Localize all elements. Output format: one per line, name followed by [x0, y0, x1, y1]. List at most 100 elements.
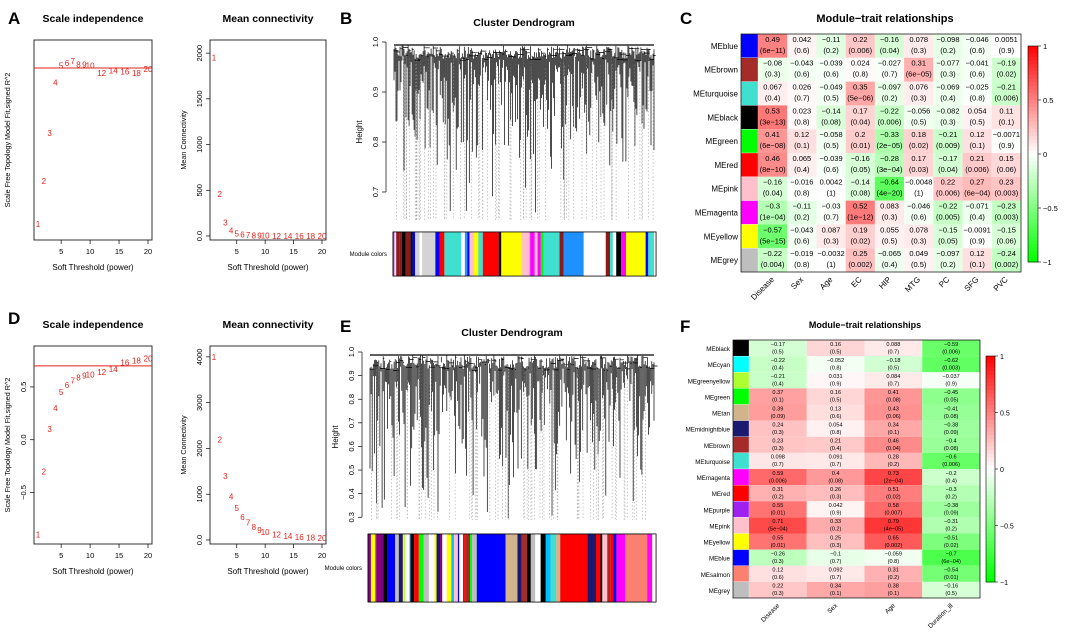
d-scale-point-label: 18	[132, 357, 141, 366]
c-heatmap-legend-step	[1028, 168, 1038, 173]
b-dendrogram-module-strip	[543, 232, 560, 276]
c-heatmap-row-swatch	[740, 200, 759, 225]
c-heatmap-legend-step	[1028, 226, 1038, 230]
c-heatmap-cell-pvalue: (0.02)	[909, 141, 929, 150]
c-heatmap-cell	[816, 129, 846, 153]
c-heatmap-legend-step	[1028, 67, 1038, 72]
d-scale-point-label: 4	[53, 404, 58, 413]
f-heatmap-legend-step	[986, 397, 995, 402]
d-scale-point-label: 6	[65, 381, 70, 390]
f-heatmap-cell-corr: 0.24	[772, 422, 783, 428]
e-dendrogram-ytick-label: 0.3	[347, 512, 356, 522]
c-heatmap-cell-corr: −0.027	[878, 59, 901, 68]
c-heatmap-cell-corr: −0.058	[819, 130, 842, 139]
d-connectivity-point-label: 16	[295, 533, 304, 542]
c-heatmap-cell-corr: −0.21	[997, 83, 1016, 92]
c-heatmap-legend-step	[1028, 136, 1038, 140]
c-heatmap-legend-step	[1028, 222, 1038, 227]
e-dendrogram-module-strip	[470, 534, 472, 602]
f-heatmap-cell	[749, 517, 807, 534]
c-heatmap-cell-corr: −0.065	[878, 249, 901, 258]
f-heatmap-legend-step	[986, 359, 995, 364]
f-heatmap-legend-step	[986, 578, 995, 583]
c-heatmap-cell-pvalue: (0.02)	[997, 70, 1017, 79]
f-heatmap-legend-step	[986, 393, 995, 398]
e-dendrogram-module-strip	[459, 534, 463, 602]
c-heatmap-cell-pvalue: (0.7)	[882, 70, 898, 79]
c-heatmap-cell-pvalue: (0.5)	[823, 141, 839, 150]
b-dendrogram-dendrogram-branches	[393, 44, 656, 220]
c-heatmap-legend-tick-label: 0.5	[1043, 96, 1053, 105]
e-dendrogram-ytick-label: 0.9	[347, 370, 356, 380]
f-heatmap-legend-step	[986, 487, 995, 492]
f-heatmap-cell-corr: −0.59	[944, 342, 958, 348]
c-heatmap-cell-pvalue: (0.3)	[882, 213, 898, 222]
c-heatmap-legend-step	[1028, 103, 1038, 108]
f-heatmap-legend-step	[986, 544, 995, 549]
c-heatmap-cell	[758, 81, 788, 106]
f-heatmap-cell-corr: 0.13	[830, 406, 841, 412]
c-heatmap-cell-pvalue: (6e−08)	[760, 141, 787, 150]
d-scale-xtick-label: 5	[59, 551, 63, 560]
f-heatmap-cell	[749, 501, 807, 518]
c-heatmap-cell	[758, 105, 788, 130]
c-heatmap-cell-corr: 0.078	[909, 225, 928, 234]
b-dendrogram-module-strip	[393, 232, 395, 276]
f-heatmap-cell	[806, 549, 865, 566]
c-heatmap-title: Module−trait relationships	[816, 13, 953, 25]
f-heatmap-legend-tick-label: 0	[1000, 467, 1004, 474]
f-heatmap-row-label: MEyellow	[704, 540, 731, 547]
b-dendrogram-module-strip	[605, 232, 611, 276]
e-dendrogram-module-strip	[398, 534, 403, 602]
f-heatmap-cell-corr: 0.16	[830, 342, 841, 348]
f-heatmap-legend-step	[986, 438, 995, 444]
c-heatmap-col-label: Disease	[749, 275, 776, 302]
f-heatmap-cell-corr: 0.59	[772, 471, 783, 477]
f-heatmap-cell-corr: 0.031	[829, 374, 843, 380]
d-scale-point-label: 2	[42, 467, 47, 476]
f-heatmap-row-swatch	[732, 581, 750, 599]
f-heatmap-cell	[749, 388, 807, 405]
c-heatmap-cell-pvalue: (0.5)	[969, 117, 985, 126]
e-dendrogram-module-strip	[527, 534, 531, 602]
b-dendrogram-module-strip	[399, 232, 402, 276]
c-heatmap-cell	[787, 153, 817, 177]
c-heatmap-legend-step	[1028, 200, 1038, 205]
d-connectivity-ytick-label: 4000	[195, 349, 204, 366]
c-heatmap-cell-corr: −0.0091	[964, 225, 991, 234]
c-heatmap-cell	[758, 57, 788, 82]
e-dendrogram-module-strip	[383, 534, 388, 602]
f-heatmap-legend-step	[986, 574, 995, 579]
f-heatmap-cell	[806, 517, 865, 534]
f-heatmap-cell-corr: 0.16	[830, 390, 841, 396]
e-dendrogram-module-strip	[607, 534, 611, 602]
b-dendrogram-ytick-label: 1.0	[371, 37, 380, 47]
a-connectivity-ytick-label: 2000	[195, 45, 204, 62]
c-heatmap-legend-step	[1028, 74, 1038, 79]
a-scale-point-label: 20	[144, 65, 153, 74]
c-heatmap-legend-step	[1028, 172, 1038, 176]
f-heatmap-row-swatch	[732, 404, 750, 421]
f-heatmap-row-label: MEpurple	[704, 507, 731, 514]
b-dendrogram-module-strip	[559, 232, 564, 276]
f-heatmap-cell	[864, 356, 923, 373]
d-connectivity-xtick-label: 15	[289, 551, 297, 560]
b-dendrogram-module-strip	[533, 232, 535, 276]
c-heatmap-legend-tick-label: 0	[1043, 150, 1047, 159]
f-heatmap-legend-step	[986, 495, 995, 500]
c-heatmap-cell	[904, 129, 934, 153]
e-dendrogram-branch-lines	[369, 355, 658, 519]
c-heatmap-cell-pvalue: (0.1)	[969, 260, 985, 269]
e-dendrogram-module-strip	[423, 534, 429, 602]
a-connectivity-xtick-label: 5	[235, 247, 239, 256]
c-heatmap-cell	[845, 248, 875, 272]
c-heatmap-cell-pvalue: (5e−06)	[847, 94, 874, 103]
c-heatmap-cell-pvalue: (0.9)	[999, 46, 1015, 55]
c-heatmap-cell-pvalue: (0.6)	[794, 70, 810, 79]
a-scale-xtick-label: 20	[144, 247, 152, 256]
f-heatmap-row-label: MEtan	[712, 411, 730, 418]
d-scale-xtick-label: 15	[115, 551, 123, 560]
a-connectivity-point-label: 20	[318, 232, 327, 241]
f-heatmap-legend-step	[986, 540, 995, 545]
f-heatmap-cell-corr: 0.092	[829, 568, 843, 574]
